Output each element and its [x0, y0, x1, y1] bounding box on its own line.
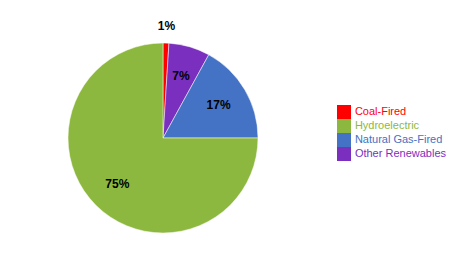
- svg-text:75%: 75%: [105, 177, 129, 191]
- html-text:Natural Gas-Fired: Natural Gas-Fired: [354, 133, 443, 145]
- svg-text:1%: 1%: [158, 19, 176, 33]
- svg-text:17%: 17%: [207, 98, 231, 112]
- html-text:Hydroelectric: Hydroelectric: [354, 118, 420, 131]
- svg-text:7%: 7%: [172, 69, 190, 83]
- html-text:Other Renewables: Other Renewables: [354, 147, 446, 160]
- html-text:Coal-Fired: Coal-Fired: [354, 104, 407, 117]
